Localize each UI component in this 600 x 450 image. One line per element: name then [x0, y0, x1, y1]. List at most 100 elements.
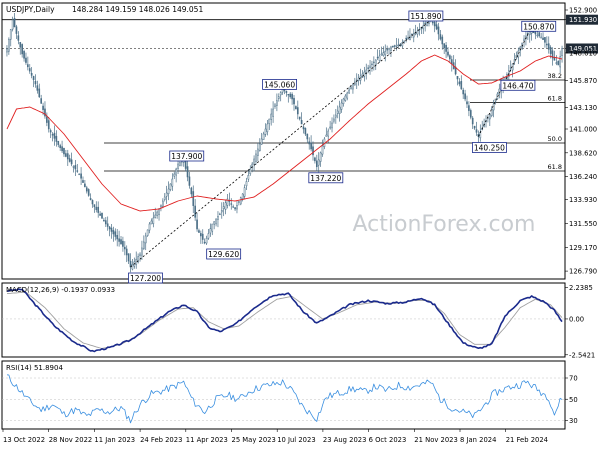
annotation-box [169, 150, 205, 162]
candle-body [304, 128, 307, 135]
rsi-panel [1, 360, 566, 430]
candle-body [445, 44, 447, 52]
price-tick-label: 151.930 [569, 16, 597, 24]
fib-label-4: 50.0 [548, 135, 562, 143]
candle-body [549, 47, 552, 54]
candle [469, 108, 472, 120]
candle [220, 202, 223, 219]
candle [34, 74, 37, 88]
candle-body [447, 51, 449, 56]
price-tick-label: 138.620 [569, 149, 597, 157]
candle-body [561, 48, 563, 56]
candle [257, 142, 259, 162]
candle [175, 167, 177, 183]
candle-body [190, 187, 193, 195]
candle-body [57, 140, 60, 145]
candle [517, 47, 520, 65]
candle-body [215, 218, 217, 225]
candle-body [462, 89, 465, 95]
candle [449, 54, 451, 63]
candle [542, 32, 544, 40]
candle-body [158, 208, 160, 216]
candle-body [106, 223, 109, 227]
candle-body [131, 264, 134, 270]
candle [306, 133, 309, 143]
candle-body [466, 101, 468, 105]
macd-signal-line [6, 291, 563, 349]
candle [213, 221, 215, 230]
candle-body [523, 38, 525, 42]
candle [11, 16, 14, 32]
candle-body [264, 128, 267, 135]
candle-body [536, 34, 539, 37]
annotation-label: 145.060 [264, 80, 295, 89]
candle-body [59, 145, 61, 149]
candle [224, 200, 227, 215]
candle-body [530, 31, 533, 34]
candle [266, 120, 269, 136]
candle [390, 45, 392, 57]
annotation-box [472, 142, 507, 153]
price-annotation: 137.220 [308, 172, 344, 184]
candle [405, 35, 407, 43]
candle-body [542, 37, 544, 40]
candle-body [279, 92, 282, 96]
candle [122, 236, 124, 252]
candle [211, 223, 214, 236]
candle-body [310, 142, 312, 150]
candle [15, 24, 18, 39]
candle-body [378, 55, 381, 61]
candle [49, 128, 52, 139]
candle-body [249, 168, 252, 175]
candle-body [331, 122, 333, 129]
candle-body [553, 57, 556, 61]
candle [557, 60, 560, 66]
candle [304, 127, 307, 137]
candle [32, 75, 35, 88]
candle [101, 212, 103, 219]
candle-body [352, 83, 354, 90]
annotation-box [408, 10, 444, 22]
candle [538, 31, 541, 38]
price-annotation: 140.250 [472, 142, 507, 153]
trendline-major [130, 19, 432, 268]
candle-body [293, 97, 295, 105]
candle-body [66, 153, 69, 160]
candle [9, 29, 12, 47]
candle-body [200, 233, 202, 237]
candle-body [325, 134, 328, 137]
candle [239, 196, 242, 206]
candle-body [367, 67, 369, 69]
candle-body [428, 21, 430, 24]
candle [74, 160, 77, 176]
candle [317, 152, 320, 173]
candle [344, 94, 347, 102]
candle [104, 217, 107, 228]
candle-body [23, 51, 25, 59]
x-tick-label: 8 Jan 2024 [460, 436, 496, 444]
candle [123, 241, 126, 256]
price-annotation: 127.200 [128, 272, 163, 284]
candle-body [308, 141, 311, 145]
candle-body [129, 260, 132, 268]
fib-label-5: 61.8 [548, 163, 562, 171]
price-tick-label: 143.130 [569, 104, 597, 112]
candle-body [76, 170, 79, 172]
candle-body [114, 231, 117, 237]
fib-label-2: 61.8 [548, 95, 562, 103]
candle [65, 149, 67, 158]
candle [47, 116, 50, 133]
candle [367, 64, 369, 74]
candle-body [198, 230, 200, 233]
annotation-label: 137.900 [171, 152, 202, 161]
candle-body [44, 108, 46, 117]
candle [13, 13, 16, 28]
price-tick-label: 149.051 [569, 45, 597, 53]
candle-body [547, 43, 550, 50]
candle-body [245, 181, 248, 187]
candle [249, 165, 252, 176]
candle-body [70, 159, 73, 165]
candle [439, 29, 442, 41]
candle [232, 204, 234, 208]
candle-body [295, 106, 297, 110]
